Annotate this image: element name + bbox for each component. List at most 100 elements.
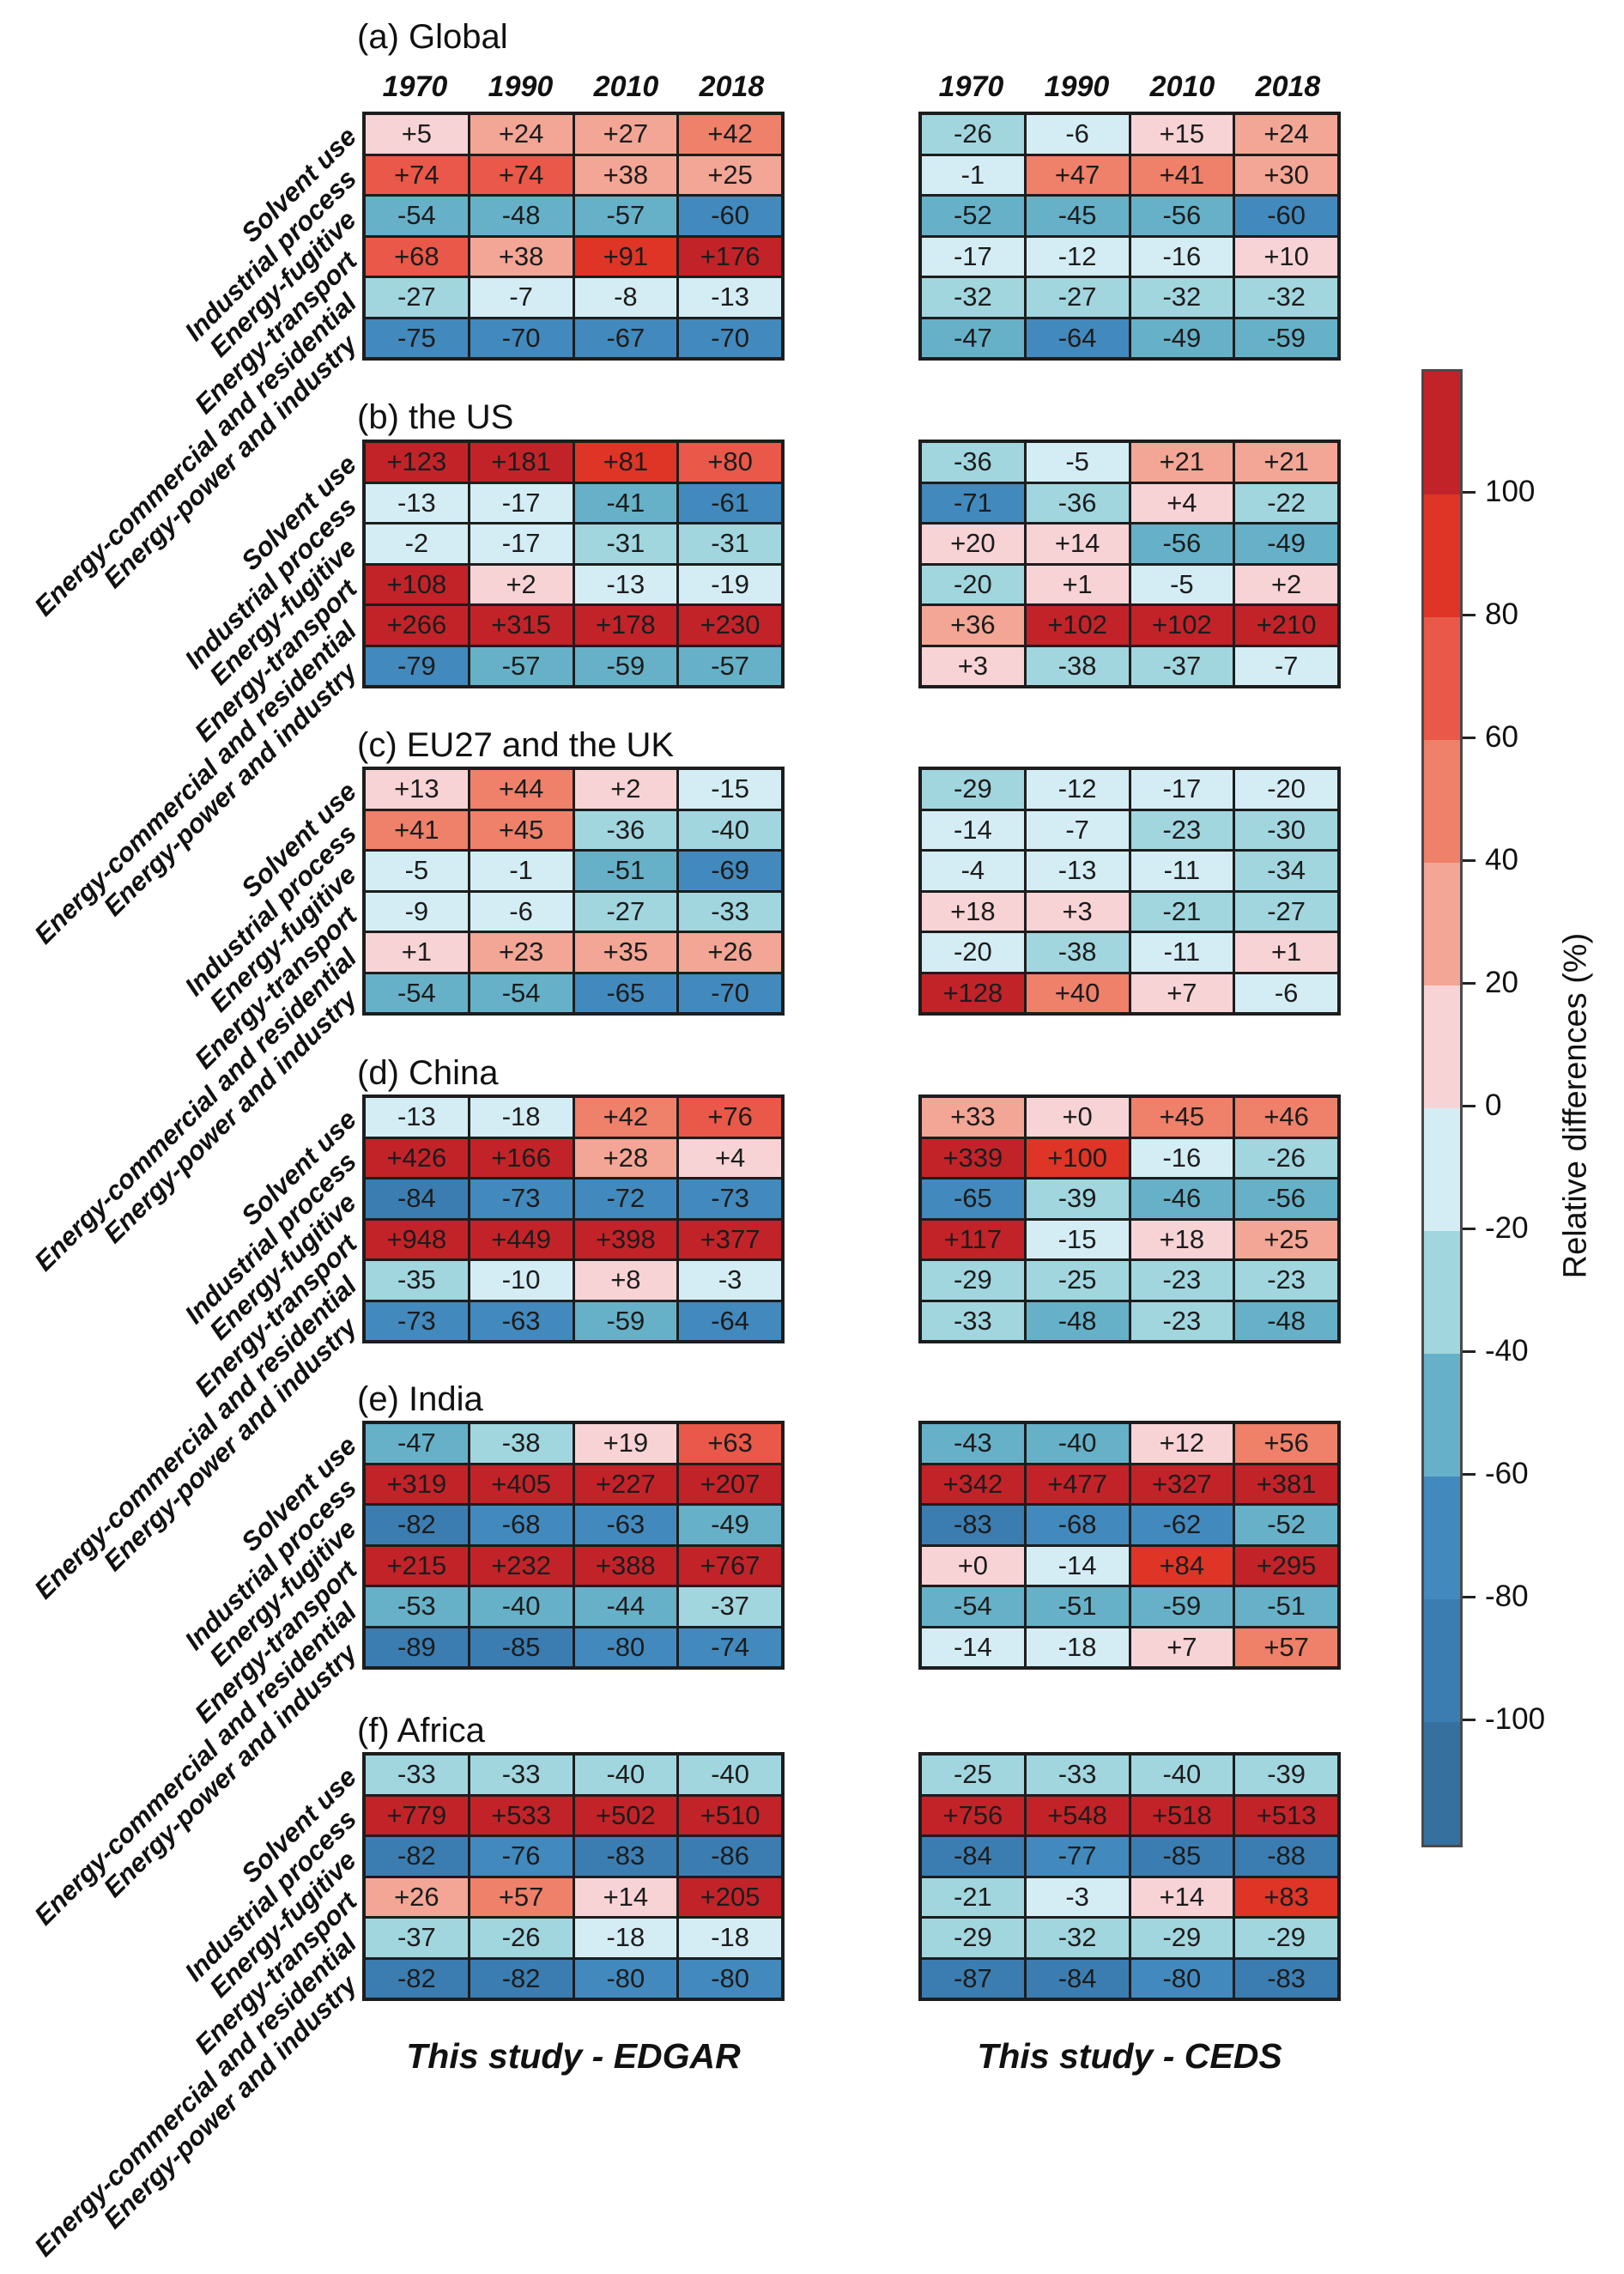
- heatmap-cell: -27: [366, 278, 468, 317]
- heatmap-cell: -5: [1026, 443, 1129, 482]
- year-header: 1990: [488, 70, 554, 103]
- heatmap-cell: +19: [574, 1424, 677, 1463]
- heatmap-cell: -31: [679, 525, 781, 563]
- colorbar-tick: [1463, 982, 1476, 985]
- heatmap-cell: -49: [679, 1506, 781, 1544]
- heatmap-cell: -32: [922, 278, 1024, 317]
- heatmap-cell: -26: [470, 1919, 573, 1957]
- heatmap-cell: -33: [470, 1756, 573, 1794]
- heatmap-cell: +548: [1026, 1796, 1129, 1834]
- heatmap-cell: -40: [470, 1587, 573, 1626]
- heatmap-cell: -71: [922, 483, 1024, 522]
- year-header: 1970: [938, 70, 1004, 103]
- heatmap-cell: -48: [470, 197, 573, 235]
- heatmap-cell: -18: [679, 1919, 781, 1957]
- heatmap-cell: -1: [922, 155, 1024, 194]
- heatmap-cell: +40: [1026, 973, 1129, 1012]
- heatmap-cell: +25: [1235, 1220, 1337, 1258]
- colorbar-segment: [1424, 863, 1460, 985]
- panel-title-c: (c) EU27 and the UK: [357, 726, 675, 764]
- heatmap-cell: -89: [366, 1628, 468, 1666]
- heatmap-cell: +3: [1026, 892, 1129, 931]
- heatmap-cell: +102: [1026, 606, 1129, 645]
- heatmap-cell: -73: [470, 1179, 573, 1218]
- heatmap-cell: -36: [922, 443, 1024, 482]
- heatmap-cell: +26: [679, 933, 781, 972]
- heatmap-cell: -57: [679, 646, 781, 685]
- heatmap-cell: -51: [1026, 1587, 1129, 1626]
- colorbar-segment: [1424, 985, 1460, 1108]
- heatmap-cell: -63: [470, 1301, 573, 1340]
- heatmap-c-ceds: -29 -12 -17 -20 -14 -7 -23 -30 -4 -13 -11 -34 +18 +3-…: [918, 767, 1341, 1016]
- heatmap-cell: +2: [470, 565, 573, 603]
- heatmap-cell: +0: [922, 1546, 1024, 1585]
- heatmap-cell: +42: [574, 1098, 677, 1137]
- heatmap-cell: -1: [470, 852, 573, 890]
- colorbar-tick-label: 20: [1485, 966, 1518, 999]
- heatmap-cell: +8: [574, 1261, 677, 1300]
- heatmap-cell: -51: [1235, 1587, 1337, 1626]
- heatmap-b-ceds: -36 -5 +21 +21 -71 -36 +4 -22 +20 +14 -56 -49 -20 +1-…: [918, 440, 1341, 688]
- heatmap-cell: -9: [366, 892, 468, 931]
- heatmap-cell: -17: [470, 483, 573, 522]
- heatmap-cell: +0: [1026, 1098, 1129, 1137]
- dataset-label-edgar: This study - EDGAR: [406, 2036, 741, 2076]
- heatmap-cell: -12: [1026, 770, 1129, 809]
- colorbar-tick-label: 0: [1485, 1088, 1502, 1122]
- heatmap-cell: +47: [1026, 155, 1129, 194]
- colorbar-tick-label: 100: [1485, 475, 1536, 508]
- heatmap-cell: -18: [574, 1919, 677, 1957]
- heatmap-cell: +388: [574, 1546, 677, 1585]
- heatmap-cell: +327: [1130, 1464, 1233, 1503]
- heatmap-cell: +74: [366, 155, 468, 194]
- heatmap-cell: -70: [679, 318, 781, 357]
- heatmap-cell: -23: [1130, 810, 1233, 849]
- heatmap-cell: +102: [1130, 606, 1233, 645]
- heatmap-cell: +1: [366, 933, 468, 972]
- heatmap-cell: -46: [1130, 1179, 1233, 1218]
- colorbar-segment: [1424, 617, 1460, 740]
- heatmap-cell: -3: [679, 1261, 781, 1300]
- heatmap-cell: -12: [1026, 237, 1129, 276]
- heatmap-cell: -6: [470, 892, 573, 931]
- heatmap-cell: +24: [1235, 115, 1337, 154]
- heatmap-cell: +57: [470, 1877, 573, 1916]
- heatmap-cell: +767: [679, 1546, 781, 1585]
- heatmap-cell: -72: [574, 1179, 677, 1218]
- heatmap-cell: -73: [679, 1179, 781, 1218]
- heatmap-a-edgar: +5 +24 +27 +42 +74 +74 +38 +25 -54 -48 -57 -60 +68 +3…: [362, 112, 785, 361]
- heatmap-cell: +381: [1235, 1464, 1337, 1503]
- heatmap-cell: -29: [1235, 1919, 1337, 1957]
- heatmap-cell: -17: [922, 237, 1024, 276]
- heatmap-c-edgar: +13 +44 +2 -15 +41 +45 -36 -40 -5 -1 -51 -69 -9 -6 -27…: [362, 767, 785, 1016]
- heatmap-cell: -33: [922, 1301, 1024, 1340]
- heatmap-cell: -13: [366, 1098, 468, 1137]
- heatmap-cell: +227: [574, 1464, 677, 1503]
- year-header: 2018: [699, 70, 765, 103]
- heatmap-cell: -40: [679, 810, 781, 849]
- heatmap-cell: -20: [922, 565, 1024, 603]
- heatmap-cell: -40: [1130, 1756, 1233, 1794]
- heatmap-cell: -7: [470, 278, 573, 317]
- heatmap-cell: -74: [679, 1628, 781, 1666]
- heatmap-cell: -68: [1026, 1506, 1129, 1544]
- heatmap-cell: -84: [922, 1837, 1024, 1876]
- heatmap-cell: -45: [1026, 197, 1129, 235]
- heatmap-d-ceds: +33 +0 +45 +46 +339 +100 -16 -26 -65 -39 -46 -56 +11…: [918, 1095, 1341, 1343]
- heatmap-cell: +319: [366, 1464, 468, 1503]
- heatmap-cell: +41: [1130, 155, 1233, 194]
- heatmap-cell: -29: [922, 770, 1024, 809]
- heatmap-cell: -30: [1235, 810, 1337, 849]
- heatmap-cell: -41: [574, 483, 677, 522]
- heatmap-cell: +18: [922, 892, 1024, 931]
- colorbar-tick: [1463, 1473, 1476, 1476]
- heatmap-cell: -32: [1235, 278, 1337, 317]
- heatmap-cell: +207: [679, 1464, 781, 1503]
- heatmap-cell: +45: [1130, 1098, 1233, 1137]
- heatmap-cell: -14: [922, 1628, 1024, 1666]
- heatmap-cell: +230: [679, 606, 781, 645]
- heatmap-cell: -60: [1235, 197, 1337, 235]
- heatmap-cell: +5: [366, 115, 468, 154]
- heatmap-cell: -27: [1235, 892, 1337, 931]
